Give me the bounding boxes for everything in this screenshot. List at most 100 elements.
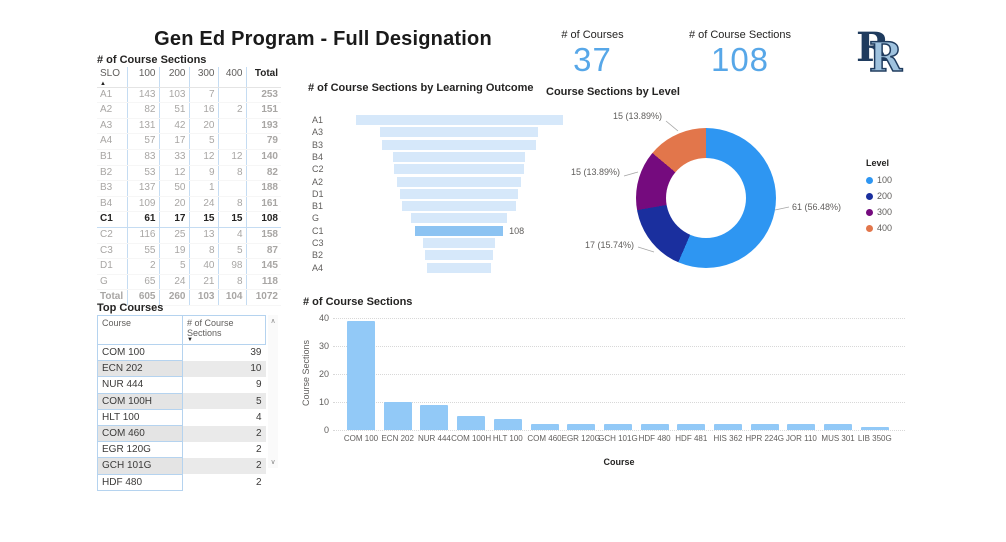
value-cell[interactable]: 140 (245, 149, 281, 166)
value-cell[interactable] (217, 87, 246, 104)
value-cell[interactable]: 50 (158, 180, 189, 197)
value-cell[interactable]: 137 (126, 180, 159, 197)
table-row[interactable]: A4 57 17 5 79 (97, 133, 281, 150)
value-cell[interactable]: 82 (126, 102, 159, 119)
level-200-column-header[interactable]: 200 (158, 67, 189, 88)
funnel-bar[interactable] (423, 238, 495, 248)
table-row[interactable]: B2 53 12 9 8 82 (97, 165, 281, 182)
value-cell[interactable]: 8 (188, 243, 218, 260)
list-item[interactable]: GCH 101G 2 (97, 457, 266, 475)
list-item[interactable]: COM 100 39 (97, 344, 266, 362)
value-cell[interactable]: 5 (158, 258, 189, 275)
bar[interactable] (457, 416, 486, 430)
value-cell[interactable]: 108 (245, 211, 281, 228)
value-cell[interactable]: 145 (245, 258, 281, 275)
level-300-column-header[interactable]: 300 (188, 67, 218, 88)
top-courses-scrollbar[interactable]: ∧ ∨ (268, 315, 278, 468)
row-label-cell[interactable]: C1 (97, 211, 127, 228)
value-cell[interactable]: 2 (217, 102, 246, 119)
table-row[interactable]: C2 116 25 13 4 158 (97, 227, 281, 244)
value-cell[interactable]: 109 (126, 196, 159, 213)
value-cell[interactable]: 5 (188, 133, 218, 150)
total-column-header[interactable]: Total (245, 67, 281, 88)
legend-item-300[interactable]: 300 (866, 204, 892, 220)
course-name-cell[interactable]: COM 100H (97, 393, 183, 410)
value-cell[interactable]: 193 (245, 118, 281, 135)
table-row[interactable]: G 65 24 21 8 118 (97, 274, 281, 291)
bar[interactable] (824, 424, 853, 430)
value-cell[interactable]: 65 (126, 274, 159, 291)
value-cell[interactable]: 21 (188, 274, 218, 291)
value-cell[interactable]: 12 (217, 149, 246, 166)
legend-item-400[interactable]: 400 (866, 220, 892, 236)
value-cell[interactable]: 16 (188, 102, 218, 119)
funnel-bar[interactable] (426, 262, 492, 273)
course-name-cell[interactable]: EGR 120G (97, 441, 183, 459)
value-cell[interactable]: 53 (126, 165, 159, 182)
value-cell[interactable]: 33 (158, 149, 189, 166)
value-cell[interactable]: 17 (158, 211, 189, 228)
legend-item-100[interactable]: 100 (866, 172, 892, 188)
sections-column-header[interactable]: # of Course Sections ▼ (182, 315, 266, 345)
bar[interactable] (714, 424, 742, 430)
course-sections-cell[interactable]: 9 (255, 379, 262, 391)
value-cell[interactable]: 151 (245, 102, 281, 119)
value-cell[interactable]: 87 (245, 243, 281, 260)
value-cell[interactable]: 118 (245, 274, 281, 291)
value-cell[interactable]: 24 (158, 274, 189, 291)
table-row[interactable]: B3 137 50 1 188 (97, 180, 281, 197)
course-column-header[interactable]: Course (97, 315, 183, 345)
value-cell[interactable]: 79 (245, 133, 281, 150)
list-item[interactable]: HLT 100 4 (97, 409, 266, 427)
row-label-cell[interactable]: C2 (97, 227, 127, 244)
course-sections-cell[interactable]: 2 (255, 476, 262, 488)
value-cell[interactable]: 83 (126, 149, 159, 166)
table-row[interactable]: D1 2 5 40 98 145 (97, 258, 281, 275)
table-row[interactable]: A1 143 103 7 253 (97, 87, 281, 104)
bar[interactable] (860, 427, 889, 430)
value-cell[interactable]: 25 (158, 227, 189, 244)
legend-item-200[interactable]: 200 (866, 188, 892, 204)
row-label-cell[interactable]: B2 (97, 165, 127, 182)
row-label-cell[interactable]: C3 (97, 243, 127, 260)
value-cell[interactable]: 2 (126, 258, 159, 275)
course-name-cell[interactable]: HLT 100 (97, 409, 183, 427)
value-cell[interactable]: 55 (126, 243, 159, 260)
value-cell[interactable]: 8 (217, 196, 246, 213)
scroll-down-icon[interactable]: ∨ (270, 459, 276, 466)
bar[interactable] (420, 404, 449, 430)
value-cell[interactable]: 61 (126, 211, 159, 228)
table-row[interactable]: A2 82 51 16 2 151 (97, 102, 281, 119)
bar[interactable] (567, 424, 596, 430)
row-label-cell[interactable]: B4 (97, 196, 127, 213)
value-cell[interactable]: 57 (126, 133, 159, 150)
value-cell[interactable]: 13 (188, 227, 218, 244)
bar[interactable] (383, 402, 412, 430)
course-sections-cell[interactable]: 39 (250, 347, 262, 359)
bar[interactable] (677, 424, 706, 430)
funnel-bar[interactable] (355, 115, 563, 125)
bar[interactable] (493, 418, 522, 430)
table-row[interactable]: B4 109 20 24 8 161 (97, 196, 281, 213)
value-cell[interactable]: 42 (158, 118, 189, 135)
course-sections-cell[interactable]: 2 (182, 457, 266, 475)
value-cell[interactable]: 82 (245, 165, 281, 182)
table-row[interactable]: C3 55 19 8 5 87 (97, 243, 281, 260)
value-cell[interactable]: 161 (245, 196, 281, 213)
value-cell[interactable]: 8 (217, 165, 246, 182)
course-sections-cell[interactable]: 2 (255, 444, 262, 456)
value-cell[interactable]: 158 (245, 227, 281, 244)
table-row[interactable]: A3 131 42 20 193 (97, 118, 281, 135)
funnel-bar[interactable] (394, 164, 524, 175)
course-sections-cell[interactable]: 10 (182, 360, 266, 377)
bar[interactable] (347, 320, 375, 430)
value-cell[interactable]: 4 (217, 227, 246, 244)
value-cell[interactable]: 116 (126, 227, 159, 244)
value-cell[interactable]: 7 (188, 87, 218, 104)
row-label-cell[interactable]: D1 (97, 258, 127, 275)
value-cell[interactable]: 143 (126, 87, 159, 104)
list-item[interactable]: ECN 202 10 (97, 360, 266, 378)
value-cell[interactable]: 20 (188, 118, 218, 135)
course-sections-cell[interactable]: 4 (255, 411, 262, 423)
bar[interactable] (603, 424, 632, 430)
